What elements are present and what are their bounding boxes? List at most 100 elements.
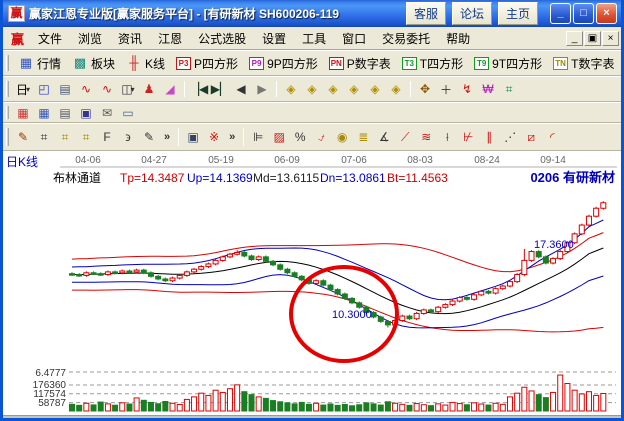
zoom-all-compress-icon[interactable]: ◈ <box>365 80 385 99</box>
t-square-button[interactable]: T3 T四方形 <box>397 52 468 75</box>
notepad-icon[interactable]: ▤ <box>55 103 75 122</box>
support-button[interactable]: 客服 <box>405 2 446 25</box>
zoom-v-compress-icon[interactable]: ◈ <box>323 80 343 99</box>
calendar-icon[interactable]: ▦ <box>13 103 33 122</box>
gann-figure-icon[interactable]: ♟ <box>139 80 159 99</box>
kline-button-label: K线 <box>145 56 166 71</box>
neural-tool-icon[interactable]: ⌗ <box>499 80 519 99</box>
mail-icon[interactable]: ✉ <box>97 103 117 122</box>
nav-prev-icon[interactable]: ◀ <box>231 80 251 99</box>
price-measure-icon[interactable]: ⊫ <box>248 128 268 147</box>
gold-circle-icon[interactable]: ◉ <box>332 128 352 147</box>
volume-bar <box>528 390 535 412</box>
menu-item-10[interactable]: 帮助 <box>446 31 471 46</box>
brush-grid-icon[interactable]: ✎ <box>139 128 159 147</box>
homepage-button[interactable]: 主页 <box>497 2 538 25</box>
percent-icon[interactable]: % <box>290 128 310 147</box>
arc-icon[interactable]: ◜ <box>542 128 562 147</box>
mdi-restore-button[interactable]: ▣ <box>584 30 601 46</box>
zoom-h-compress-icon[interactable]: ◈ <box>281 80 301 99</box>
volume-profile-icon[interactable]: ◢ <box>160 80 180 99</box>
date-tick-label: 07-06 <box>341 155 367 166</box>
menu-item-3[interactable]: 资讯 <box>118 31 143 46</box>
nav-last-icon[interactable]: ▶▏ <box>210 80 230 99</box>
fan-icon[interactable]: ⧄ <box>521 128 541 147</box>
zigzag-window-icon[interactable]: ◰ <box>34 80 54 99</box>
menu-item-9[interactable]: 交易委托 <box>382 31 431 46</box>
nav-next-icon[interactable]: ▶ <box>252 80 272 99</box>
gold-grid2-icon[interactable]: ⌗ <box>76 128 96 147</box>
draw-overflow-1[interactable]: » <box>164 131 171 143</box>
mdi-window-controls: _ ▣ × <box>566 30 619 46</box>
stock-name-label: 0206 有研新材 <box>530 170 615 185</box>
period-day-dropdown[interactable]: 日 ▾ <box>13 80 33 99</box>
p-square-button[interactable]: P3 P四方形 <box>171 52 243 75</box>
mdi-minimize-button[interactable]: _ <box>566 30 583 46</box>
candle-style-dropdown[interactable]: ◫ ▾ <box>118 80 138 99</box>
angle-line-icon[interactable]: ∡ <box>374 128 394 147</box>
menu-item-5[interactable]: 公式选股 <box>198 31 247 46</box>
t-table-button[interactable]: TN T数字表 <box>548 52 619 75</box>
menu-item-1[interactable]: 文件 <box>38 31 63 46</box>
angle-measure-icon[interactable]: ↯ <box>457 80 477 99</box>
f-grid-icon[interactable]: F <box>97 128 117 147</box>
kline-button[interactable]: ╫ K线 <box>121 52 170 75</box>
brush-tool-icon[interactable]: ✎ <box>13 128 33 147</box>
hand-tool-icon[interactable]: ✥ <box>415 80 435 99</box>
t9-square-button-icon: T9 <box>474 56 490 70</box>
gold-grid-icon[interactable]: ⌗ <box>55 128 75 147</box>
wave9-icon[interactable]: ∿ <box>97 80 117 99</box>
wave3-icon[interactable]: ∿ <box>76 80 96 99</box>
sectors-button[interactable]: ▩ 板块 <box>67 52 120 75</box>
candle-body <box>191 268 198 273</box>
crosshair-tool-icon[interactable]: ＋ <box>436 80 456 99</box>
candle-body <box>133 269 140 273</box>
zoom-h-expand-icon[interactable]: ◈ <box>302 80 322 99</box>
menu-item-4[interactable]: 江恩 <box>158 31 183 46</box>
save-icon[interactable]: ▣ <box>76 103 96 122</box>
t9-square-button[interactable]: T9 9T四方形 <box>469 52 547 75</box>
kline-chart[interactable]: 日K线 04-06 04-27 05-19 06-09 07-06 08-03 08-24 09… <box>3 151 621 415</box>
gann-f-icon[interactable]: ⊬ <box>458 128 478 147</box>
kline-chart-canvas[interactable]: 日K线 04-06 04-27 05-19 06-09 07-06 08-03 08-24 09… <box>3 151 621 415</box>
candle-body <box>162 278 169 282</box>
mdi-close-button[interactable]: × <box>602 30 619 46</box>
quotes-button[interactable]: ▦ 行情 <box>13 52 66 75</box>
menu-item-6[interactable]: 设置 <box>262 31 287 46</box>
nav-first-icon[interactable]: ▕◀ <box>189 80 209 99</box>
indicator-name: 布林通道 <box>53 171 101 185</box>
support-line-icon[interactable]: ⟋ <box>395 128 415 147</box>
regression-icon[interactable]: ⋰ <box>500 128 520 147</box>
menu-item-8[interactable]: 窗口 <box>342 31 367 46</box>
grid-lines-icon[interactable]: ⌗ <box>34 128 54 147</box>
close-button[interactable]: × <box>596 3 617 24</box>
forum-button[interactable]: 论坛 <box>451 2 492 25</box>
channel-icon[interactable]: ∥ <box>479 128 499 147</box>
box-tool-icon[interactable]: ▣ <box>183 128 203 147</box>
spiral-grid-icon[interactable]: ϶ <box>118 128 138 147</box>
menu-item-7[interactable]: 工具 <box>302 31 327 46</box>
volume-bar <box>147 401 154 412</box>
zoom-v-expand-icon[interactable]: ◈ <box>344 80 364 99</box>
note-list-icon[interactable]: ▤ <box>55 80 75 99</box>
calculator-icon[interactable]: ▦ <box>34 103 54 122</box>
draw-overflow-2[interactable]: » <box>229 131 236 143</box>
maximize-button[interactable]: □ <box>573 3 594 24</box>
minimize-button[interactable]: _ <box>550 3 571 24</box>
menu-item-2[interactable]: 浏览 <box>78 31 103 46</box>
percent-box-icon-glyph: ▨ <box>273 130 285 144</box>
p9-square-button[interactable]: P9 9P四方形 <box>244 52 323 75</box>
percent-line-icon[interactable]: ⍻ <box>311 128 331 147</box>
gann-box-tool-icon[interactable]: ₩ <box>478 80 498 99</box>
remote-icon[interactable]: ▭ <box>118 103 138 122</box>
toolbar-main-overflow[interactable]: » <box>620 57 621 69</box>
volume-bar <box>334 404 341 412</box>
gann-j-icon[interactable]: ⟊ <box>437 128 457 147</box>
neural-tool-icon-glyph: ⌗ <box>505 81 513 96</box>
p-table-button[interactable]: PN P数字表 <box>324 52 396 75</box>
gold-line-icon[interactable]: ≣ <box>353 128 373 147</box>
zoom-all-expand-icon[interactable]: ◈ <box>386 80 406 99</box>
gold-band-icon[interactable]: ≋ <box>416 128 436 147</box>
percent-box-icon[interactable]: ▨ <box>269 128 289 147</box>
rays-tool-icon[interactable]: ※ <box>204 128 224 147</box>
